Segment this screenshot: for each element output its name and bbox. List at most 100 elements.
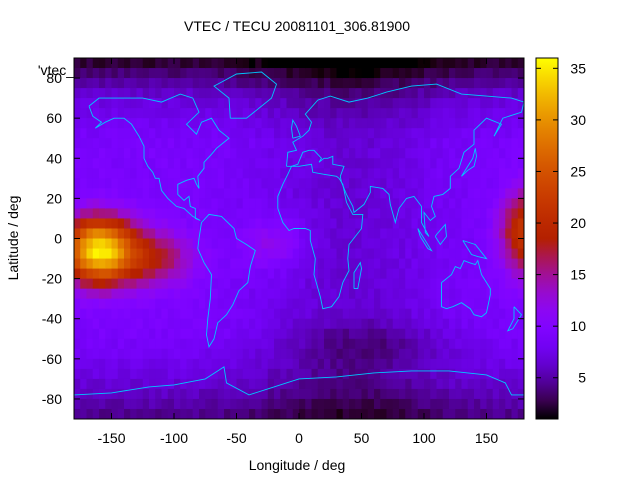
heatmap-cell xyxy=(430,158,438,169)
heatmap-cell xyxy=(130,78,138,89)
heatmap-cell xyxy=(267,158,275,169)
heatmap-cell xyxy=(380,378,388,390)
heatmap-cell xyxy=(130,368,138,380)
heatmap-cell xyxy=(324,98,331,109)
heatmap-cell xyxy=(349,318,356,330)
heatmap-cell xyxy=(374,228,381,240)
heatmap-cell xyxy=(174,198,181,210)
heatmap-cell xyxy=(455,178,463,189)
heatmap-cell xyxy=(211,78,219,89)
heatmap-cell xyxy=(361,228,369,240)
heatmap-cell xyxy=(186,238,194,250)
heatmap-cell xyxy=(117,328,125,340)
heatmap-cell xyxy=(199,348,206,360)
heatmap-cell xyxy=(449,88,456,99)
heatmap-cell xyxy=(99,268,106,280)
heatmap-cell xyxy=(461,198,469,210)
heatmap-cell xyxy=(224,78,231,89)
heatmap-grid xyxy=(74,58,524,419)
heatmap-cell xyxy=(180,298,188,310)
heatmap-cell xyxy=(117,228,125,240)
heatmap-cell xyxy=(261,88,269,99)
heatmap-cell xyxy=(255,168,263,179)
heatmap-cell xyxy=(349,178,356,189)
heatmap-cell xyxy=(336,138,344,149)
heatmap-cell xyxy=(105,158,113,169)
heatmap-cell xyxy=(74,258,81,270)
heatmap-cell xyxy=(292,178,300,189)
heatmap-cell xyxy=(286,408,294,419)
heatmap-cell xyxy=(386,128,394,139)
heatmap-cell xyxy=(405,388,413,400)
heatmap-cell xyxy=(474,158,481,169)
heatmap-cell xyxy=(92,378,100,390)
heatmap-cell xyxy=(142,258,150,270)
heatmap-cell xyxy=(361,148,369,159)
heatmap-cell xyxy=(80,318,88,330)
heatmap-cell xyxy=(224,228,231,240)
heatmap-cell xyxy=(380,258,388,270)
heatmap-cell xyxy=(242,358,250,370)
heatmap-cell xyxy=(442,168,450,179)
heatmap-cell xyxy=(236,88,244,99)
heatmap-cell xyxy=(349,388,356,400)
heatmap-cell xyxy=(111,258,119,270)
heatmap-cell xyxy=(80,88,88,99)
heatmap-cell xyxy=(374,318,381,330)
heatmap-cell xyxy=(99,78,106,89)
heatmap-cell xyxy=(242,138,250,149)
heatmap-cell xyxy=(149,218,156,230)
heatmap-cell xyxy=(292,348,300,360)
heatmap-cell xyxy=(461,388,469,400)
heatmap-cell xyxy=(417,398,425,410)
heatmap-cell xyxy=(305,58,313,69)
heatmap-cell xyxy=(242,148,250,159)
heatmap-cell xyxy=(399,298,406,310)
heatmap-cell xyxy=(230,318,238,330)
heatmap-cell xyxy=(142,278,150,290)
heatmap-cell xyxy=(305,338,313,350)
heatmap-cell xyxy=(161,358,169,370)
heatmap-cell xyxy=(461,318,469,330)
heatmap-cell xyxy=(180,228,188,240)
heatmap-cell xyxy=(311,178,319,189)
heatmap-cell xyxy=(361,328,369,340)
heatmap-cell xyxy=(86,318,94,330)
heatmap-cell xyxy=(499,238,506,250)
heatmap-cell xyxy=(436,228,444,240)
heatmap-cell xyxy=(436,188,444,199)
heatmap-cell xyxy=(449,348,456,360)
heatmap-cell xyxy=(430,178,438,189)
heatmap-cell xyxy=(286,328,294,340)
heatmap-cell xyxy=(411,168,419,179)
heatmap-cell xyxy=(236,168,244,179)
heatmap-cell xyxy=(280,348,288,360)
heatmap-cell xyxy=(411,228,419,240)
heatmap-cell xyxy=(199,198,206,210)
heatmap-cell xyxy=(411,78,419,89)
heatmap-cell xyxy=(361,78,369,89)
heatmap-cell xyxy=(130,308,138,320)
heatmap-cell xyxy=(92,158,100,169)
heatmap-cell xyxy=(180,88,188,99)
heatmap-cell xyxy=(380,158,388,169)
heatmap-cell xyxy=(274,308,281,320)
heatmap-cell xyxy=(74,398,81,410)
heatmap-cell xyxy=(430,318,438,330)
heatmap-cell xyxy=(180,318,188,330)
heatmap-cell xyxy=(511,158,519,169)
heatmap-cell xyxy=(242,188,250,199)
heatmap-cell xyxy=(511,168,519,179)
y-tick-label: -60 xyxy=(42,351,62,367)
heatmap-cell xyxy=(274,358,281,370)
heatmap-cell xyxy=(367,288,375,300)
heatmap-cell xyxy=(442,288,450,300)
heatmap-cell xyxy=(86,218,94,230)
heatmap-cell xyxy=(336,188,344,199)
heatmap-cell xyxy=(467,328,475,340)
heatmap-cell xyxy=(324,188,331,199)
heatmap-cell xyxy=(405,298,413,310)
heatmap-cell xyxy=(486,98,494,109)
heatmap-cell xyxy=(161,178,169,189)
heatmap-cell xyxy=(317,398,325,410)
